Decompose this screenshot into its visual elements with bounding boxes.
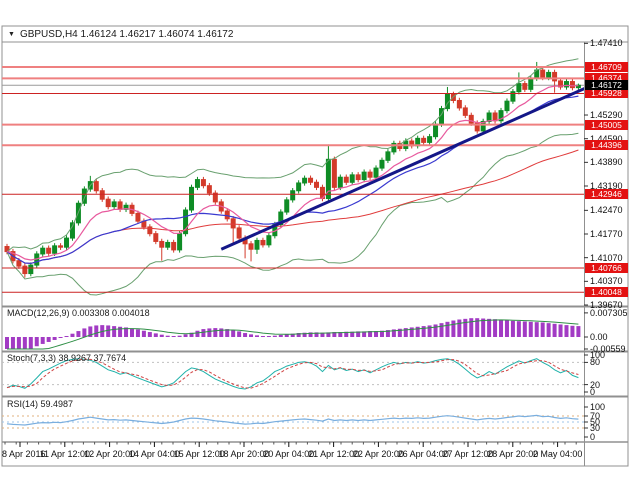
macd-axis-label: -0.00559 [590,344,626,354]
price-axis-label: 1.43190 [590,181,623,191]
rsi-axis-label: 100 [590,402,606,412]
stoch-axis-label: 0 [590,387,596,397]
price-level-badge: 1.45005 [585,119,628,130]
macd-indicator-label: MACD(12,26,9) 0.003308 0.004018 [7,308,150,318]
stoch-axis-label: 100 [590,350,606,360]
chart-title-bar: ▼ GBPUSD,H4 1.46124 1.46217 1.46074 1.46… [8,27,233,41]
macd-axis-label: 0.00 [590,332,608,342]
time-axis-label: 14 Apr 04:00 [128,449,180,459]
time-axis-label: 27 Apr 12:00 [442,449,494,459]
price-level-badge: 1.45928 [585,88,628,99]
rsi-axis-label: 30 [590,423,601,433]
time-axis-label: 21 Apr 12:00 [308,449,360,459]
price-level-badge: 1.46374 [585,73,628,84]
current-price-badge: 1.46172 [585,80,628,91]
time-axis-label: 22 Apr 20:00 [352,449,404,459]
symbol-dropdown-icon[interactable]: ▼ [8,30,15,38]
price-axis-label: 1.41070 [590,252,623,263]
price-axis-label: 1.42470 [590,205,623,216]
price-level-badge: 1.44396 [585,140,628,151]
price-axis-label: 1.40370 [590,276,623,287]
price-axis-label: 1.45290 [590,110,623,121]
stoch-axis-label: 20 [590,379,601,390]
time-axis-label: 20 Apr 04:00 [263,449,315,459]
macd-axis-label: 0.007305 [590,307,628,318]
time-axis-label: 11 Apr 12:00 [39,449,90,459]
price-axis-label: 1.39670 [590,300,623,310]
rsi-indicator-label: RSI(14) 59.4987 [7,399,74,409]
price-level-badge: 1.46709 [585,62,628,73]
time-axis-label: 26 Apr 04:00 [397,449,449,459]
rsi-axis-label: 50 [590,417,601,427]
stoch-axis-label: 80 [590,357,601,368]
price-axis-label: 1.44590 [590,133,623,144]
price-level-badge: 1.40048 [585,287,628,298]
price-level-badge: 1.42946 [585,189,628,200]
stoch-indicator-label: Stoch(7,3,3) 38.9267 37.7674 [7,353,127,363]
time-axis-label: 28 Apr 20:00 [487,449,539,459]
price-level-badge: 1.40766 [585,262,628,273]
time-axis-label: 15 Apr 12:00 [173,449,225,459]
time-axis-label: 18 Apr 20:00 [218,449,270,459]
price-axis-label: 1.47410 [590,38,623,49]
price-axis-label: 1.41770 [590,229,623,239]
rsi-axis-label: 0 [590,432,596,442]
time-axis-label: 8 Apr 2016 [2,449,46,459]
rsi-axis-label: 70 [590,411,601,421]
time-axis-label: 2 May 04:00 [532,449,583,459]
time-axis-label: 12 Apr 20:00 [84,449,136,459]
symbol-ohlc-title: GBPUSD,H4 1.46124 1.46217 1.46074 1.4617… [19,28,234,40]
price-axis-label: 1.43890 [590,157,623,168]
